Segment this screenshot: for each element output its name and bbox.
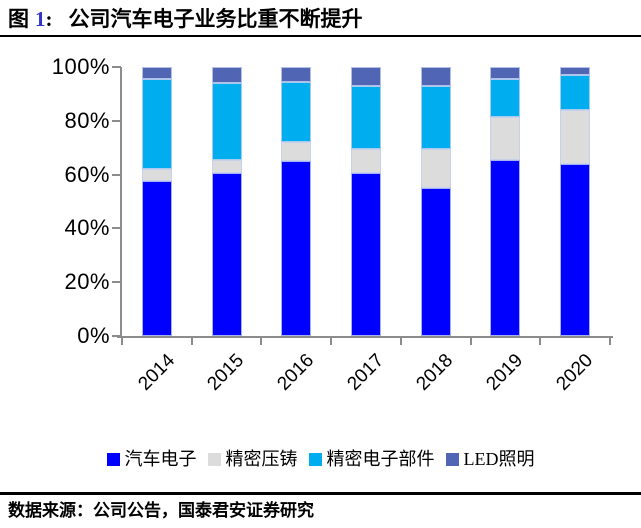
x-axis-label: 2018: [412, 350, 458, 395]
data-source-note: 数据来源：公司公告，国泰君安证券研究: [8, 501, 314, 520]
bar-segment-2014-精密电子部件: [141, 79, 172, 170]
title-divider: [0, 35, 641, 37]
x-axis-line: [117, 336, 613, 338]
legend-item: 精密电子部件: [308, 449, 435, 469]
x-axis-tick: [260, 338, 263, 345]
bar-segment-2015-LED照明: [211, 67, 242, 84]
plot-area: [122, 67, 610, 336]
y-axis-tick: [112, 281, 121, 284]
x-axis-tick: [539, 338, 542, 345]
bar-segment-2020-精密电子部件: [560, 75, 591, 111]
bar-segment-2018-精密电子部件: [420, 85, 451, 150]
bar-segment-2018-汽车电子: [420, 188, 451, 336]
bar-segment-2019-精密电子部件: [490, 79, 521, 117]
x-axis-label: 2017: [343, 350, 388, 395]
y-axis-label: 100%: [51, 54, 110, 79]
x-axis-label: 2020: [552, 350, 598, 395]
bar-segment-2014-汽车电子: [141, 181, 172, 336]
bar-segment-2014-LED照明: [141, 67, 172, 80]
y-axis-label: 20%: [64, 269, 110, 295]
x-axis-tick: [469, 338, 472, 345]
y-axis-tick: [112, 227, 121, 230]
figure-number: 1: [35, 7, 46, 31]
y-axis-tick: [112, 173, 121, 176]
legend-label: 汽车电子: [124, 449, 197, 469]
bar-segment-2020-精密压铸: [560, 110, 591, 164]
y-axis-label: 0%: [77, 323, 110, 348]
bar-segment-2019-汽车电子: [490, 159, 521, 336]
footer-divider: [0, 492, 641, 495]
bar-segment-2016-汽车电子: [281, 161, 312, 336]
legend-swatch-icon: [207, 452, 221, 466]
y-axis-label: 60%: [64, 161, 110, 187]
bar-segment-2017-汽车电子: [351, 173, 381, 336]
x-axis-tick: [330, 338, 333, 345]
bar-segment-2017-精密压铸: [351, 149, 381, 174]
legend-label: LED照明: [463, 449, 535, 469]
x-axis-tick: [609, 338, 611, 345]
x-axis-tick: [190, 338, 193, 345]
bar-segment-2015-精密电子部件: [211, 83, 242, 160]
y-axis-label: 40%: [64, 215, 110, 241]
legend-label: 精密压铸: [225, 449, 298, 469]
y-axis-line: [120, 67, 122, 338]
legend-swatch-icon: [308, 452, 322, 466]
x-axis-label: 2014: [133, 350, 179, 395]
figure-label-separator: :: [45, 7, 53, 31]
legend-item: LED照明: [445, 449, 535, 469]
y-axis-tick: [112, 335, 121, 337]
y-axis-tick: [112, 66, 121, 68]
bar-segment-2016-LED照明: [281, 67, 312, 82]
bar-segment-2018-LED照明: [420, 67, 451, 86]
bar-segment-2019-精密压铸: [490, 116, 521, 160]
figure-title-text: 公司汽车电子业务比重不断提升: [68, 7, 363, 31]
bar-segment-2016-精密压铸: [281, 142, 312, 162]
legend-swatch-icon: [106, 452, 120, 466]
bar-segment-2015-汽车电子: [211, 173, 242, 336]
bar-segment-2018-精密压铸: [420, 149, 451, 189]
x-axis-tick: [399, 338, 402, 345]
legend-item: 精密压铸: [207, 449, 298, 469]
y-axis-label: 80%: [64, 107, 110, 133]
figure-title: 图 1: 公司汽车电子业务比重不断提升: [8, 4, 633, 34]
bar-segment-2014-精密压铸: [141, 169, 172, 182]
x-axis-label: 2016: [273, 350, 319, 395]
bar-segment-2019-LED照明: [490, 67, 521, 80]
x-axis-tick: [121, 338, 123, 345]
legend-swatch-icon: [445, 452, 459, 466]
y-axis-tick: [112, 119, 121, 122]
legend-label: 精密电子部件: [326, 449, 435, 469]
bar-segment-2017-精密电子部件: [351, 85, 381, 150]
bar-segment-2016-精密电子部件: [281, 81, 312, 143]
chart-legend: 汽车电子 精密压铸 精密电子部件 LED照明: [0, 446, 641, 472]
figure-label-prefix: 图: [8, 7, 29, 31]
x-axis-label: 2019: [482, 350, 528, 395]
bar-segment-2020-汽车电子: [560, 163, 591, 336]
x-axis-label: 2015: [203, 350, 249, 395]
bar-segment-2015-精密压铸: [211, 159, 242, 174]
legend-item: 汽车电子: [106, 449, 197, 469]
bar-segment-2017-LED照明: [351, 67, 381, 86]
stacked-bar-chart: 0% 20% 40% 60% 80% 100% 2014 2015 2016 2017 2018 2…: [0, 40, 641, 440]
bar-segment-2020-LED照明: [560, 67, 591, 76]
